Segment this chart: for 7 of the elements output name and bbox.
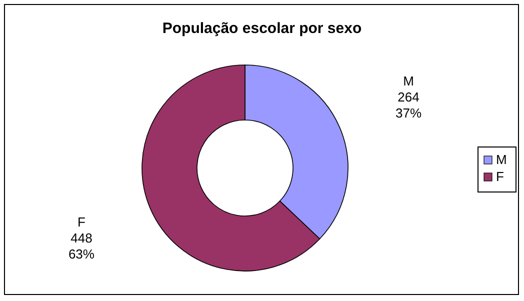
legend-label: F	[496, 169, 504, 184]
chart-title: População escolar por sexo	[162, 20, 362, 37]
slice-label: M	[403, 74, 414, 89]
data-label: 264 37%	[396, 90, 422, 121]
slice-label: F	[77, 214, 86, 230]
legend-label: M	[496, 152, 507, 167]
data-label: 448 63%	[68, 230, 95, 262]
